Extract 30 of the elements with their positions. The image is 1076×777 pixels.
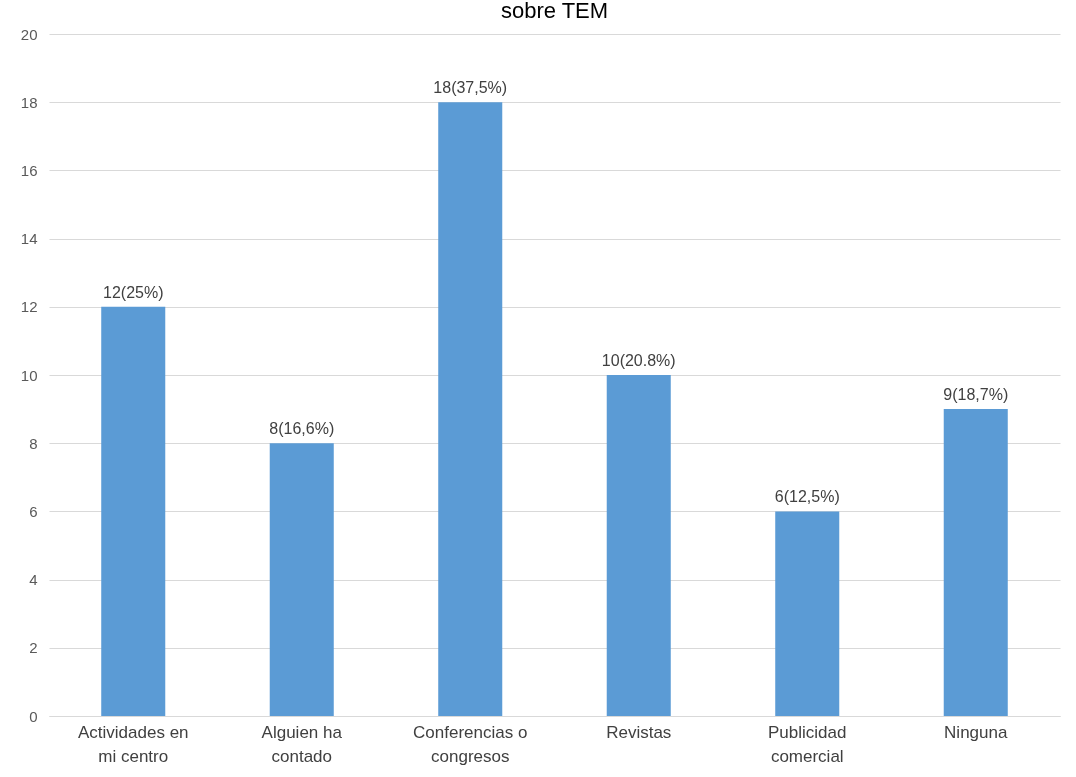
y-tick-label: 2 <box>29 639 38 657</box>
y-tick-label: 0 <box>29 707 38 725</box>
bar <box>269 443 334 716</box>
x-tick-label: Ninguna <box>944 722 1008 742</box>
bar <box>438 102 503 716</box>
data-label: 10(20.8%) <box>601 352 676 369</box>
y-tick-label: 4 <box>29 571 38 589</box>
data-label: 8(16,6%) <box>269 420 335 438</box>
x-tick-label: Alguien ha contado <box>261 722 343 766</box>
data-label: 12(25%) <box>103 283 164 301</box>
x-tick-label: Conferencias o congresos <box>413 722 528 766</box>
y-tick-label: 8 <box>29 434 38 452</box>
y-tick-label: 12 <box>20 298 38 316</box>
data-label: 6(12,5%) <box>774 488 840 506</box>
x-tick-label: Actividades en mi centro <box>77 722 189 766</box>
bar <box>101 306 166 716</box>
bar <box>606 375 671 716</box>
data-label: 18(37,5%) <box>433 79 508 97</box>
x-tick-label: Publicidad comercial <box>768 722 847 766</box>
y-tick-label: 6 <box>29 502 38 520</box>
y-tick-label: 20 <box>20 25 38 43</box>
y-tick-label: 10 <box>20 366 38 384</box>
data-label: 9(18,7%) <box>943 386 1009 404</box>
bar <box>943 409 1008 716</box>
x-tick-label: Revistas <box>606 722 672 742</box>
y-tick-label: 16 <box>20 161 38 179</box>
chart-title: sobre TEM <box>500 0 609 23</box>
bar <box>775 511 840 716</box>
y-tick-label: 14 <box>20 230 38 248</box>
y-tick-label: 18 <box>20 93 38 111</box>
